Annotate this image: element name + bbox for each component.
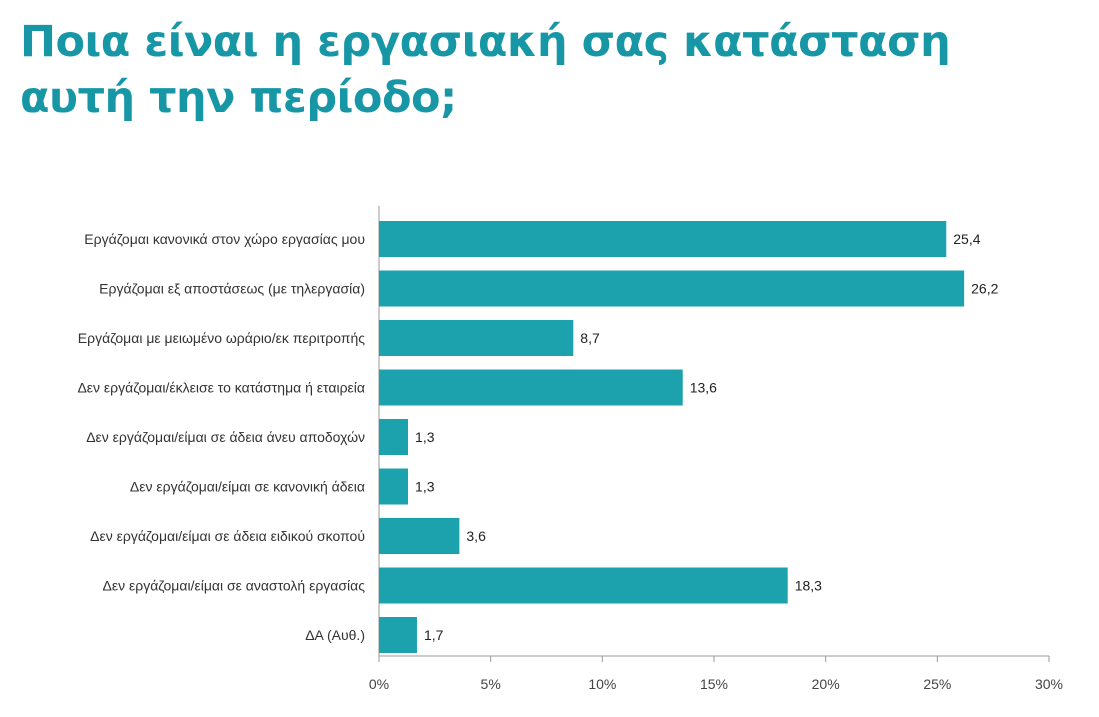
bar: [379, 518, 460, 554]
x-tick-label: 15%: [700, 676, 728, 692]
x-tick-label: 30%: [1035, 676, 1063, 692]
title-line-2: αυτή την περίοδο;: [20, 73, 457, 123]
value-label: 1,7: [424, 627, 444, 643]
category-label: ΔΑ (Αυθ.): [305, 627, 365, 643]
value-label: 18,3: [795, 578, 822, 594]
title-line-1: Ποια είναι η εργασιακή σας κατάσταση: [20, 17, 951, 67]
bar: [379, 221, 947, 257]
bar: [379, 617, 417, 653]
value-label: 8,7: [580, 330, 600, 346]
category-label: Εργάζομαι κανονικά στον χώρο εργασίας μο…: [84, 231, 365, 247]
bar: [379, 320, 574, 356]
x-tick-label: 5%: [481, 676, 501, 692]
x-tick-label: 0%: [369, 676, 389, 692]
x-tick-label: 20%: [812, 676, 840, 692]
category-label: Δεν εργάζομαι/έκλεισε το κατάστημα ή ετα…: [77, 380, 365, 396]
page-title: Ποια είναι η εργασιακή σας κατάσταση αυτ…: [20, 14, 951, 126]
value-label: 1,3: [415, 429, 435, 445]
bar: [379, 369, 683, 406]
category-label: Δεν εργάζομαι/είμαι σε άδεια άνευ αποδοχ…: [86, 429, 365, 445]
value-label: 3,6: [466, 528, 486, 544]
bar: [379, 270, 965, 307]
x-tick-label: 25%: [923, 676, 951, 692]
value-label: 25,4: [953, 231, 980, 247]
category-label: Εργάζομαι με μειωμένο ωράριο/εκ περιτροπ…: [78, 330, 365, 346]
category-label: Δεν εργάζομαι/είμαι σε αναστολή εργασίας: [103, 578, 366, 594]
category-label: Εργάζομαι εξ αποστάσεως (με τηλεργασία): [99, 281, 365, 297]
category-label: Δεν εργάζομαι/είμαι σε κανονική άδεια: [130, 479, 365, 495]
x-tick-label: 10%: [588, 676, 616, 692]
value-label: 13,6: [690, 380, 717, 396]
category-label: Δεν εργάζομαι/είμαι σε άδεια ειδικού σκο…: [90, 528, 365, 544]
bar: [379, 567, 788, 604]
bar: [379, 468, 409, 505]
value-label: 26,2: [971, 281, 998, 297]
bar: [379, 419, 409, 455]
value-label: 1,3: [415, 479, 435, 495]
